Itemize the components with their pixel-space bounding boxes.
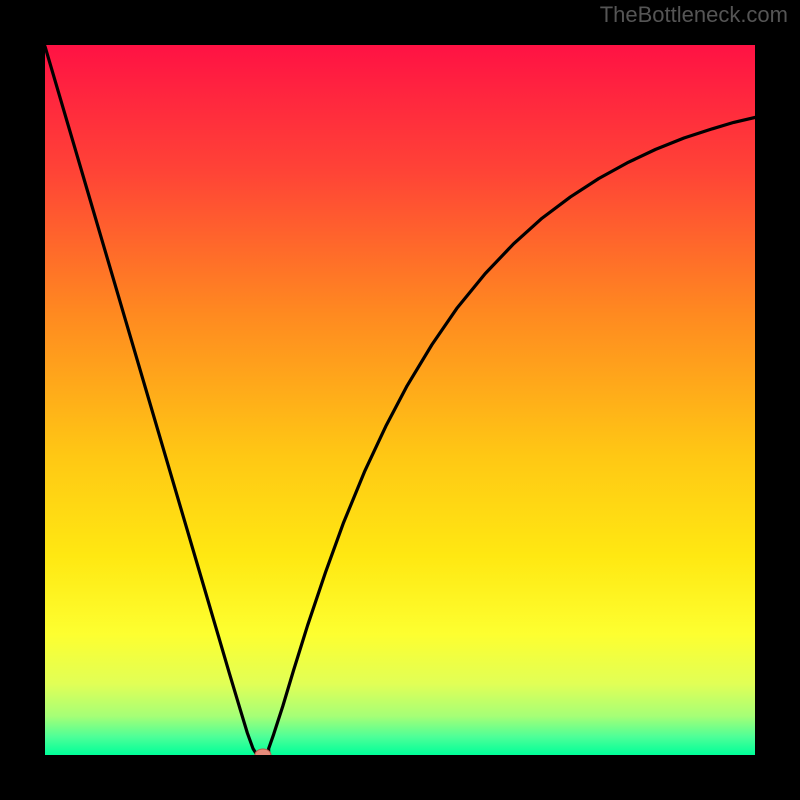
watermark-text: TheBottleneck.com [600, 2, 788, 27]
plot-area [45, 45, 755, 761]
bottleneck-chart: TheBottleneck.com [0, 0, 800, 800]
